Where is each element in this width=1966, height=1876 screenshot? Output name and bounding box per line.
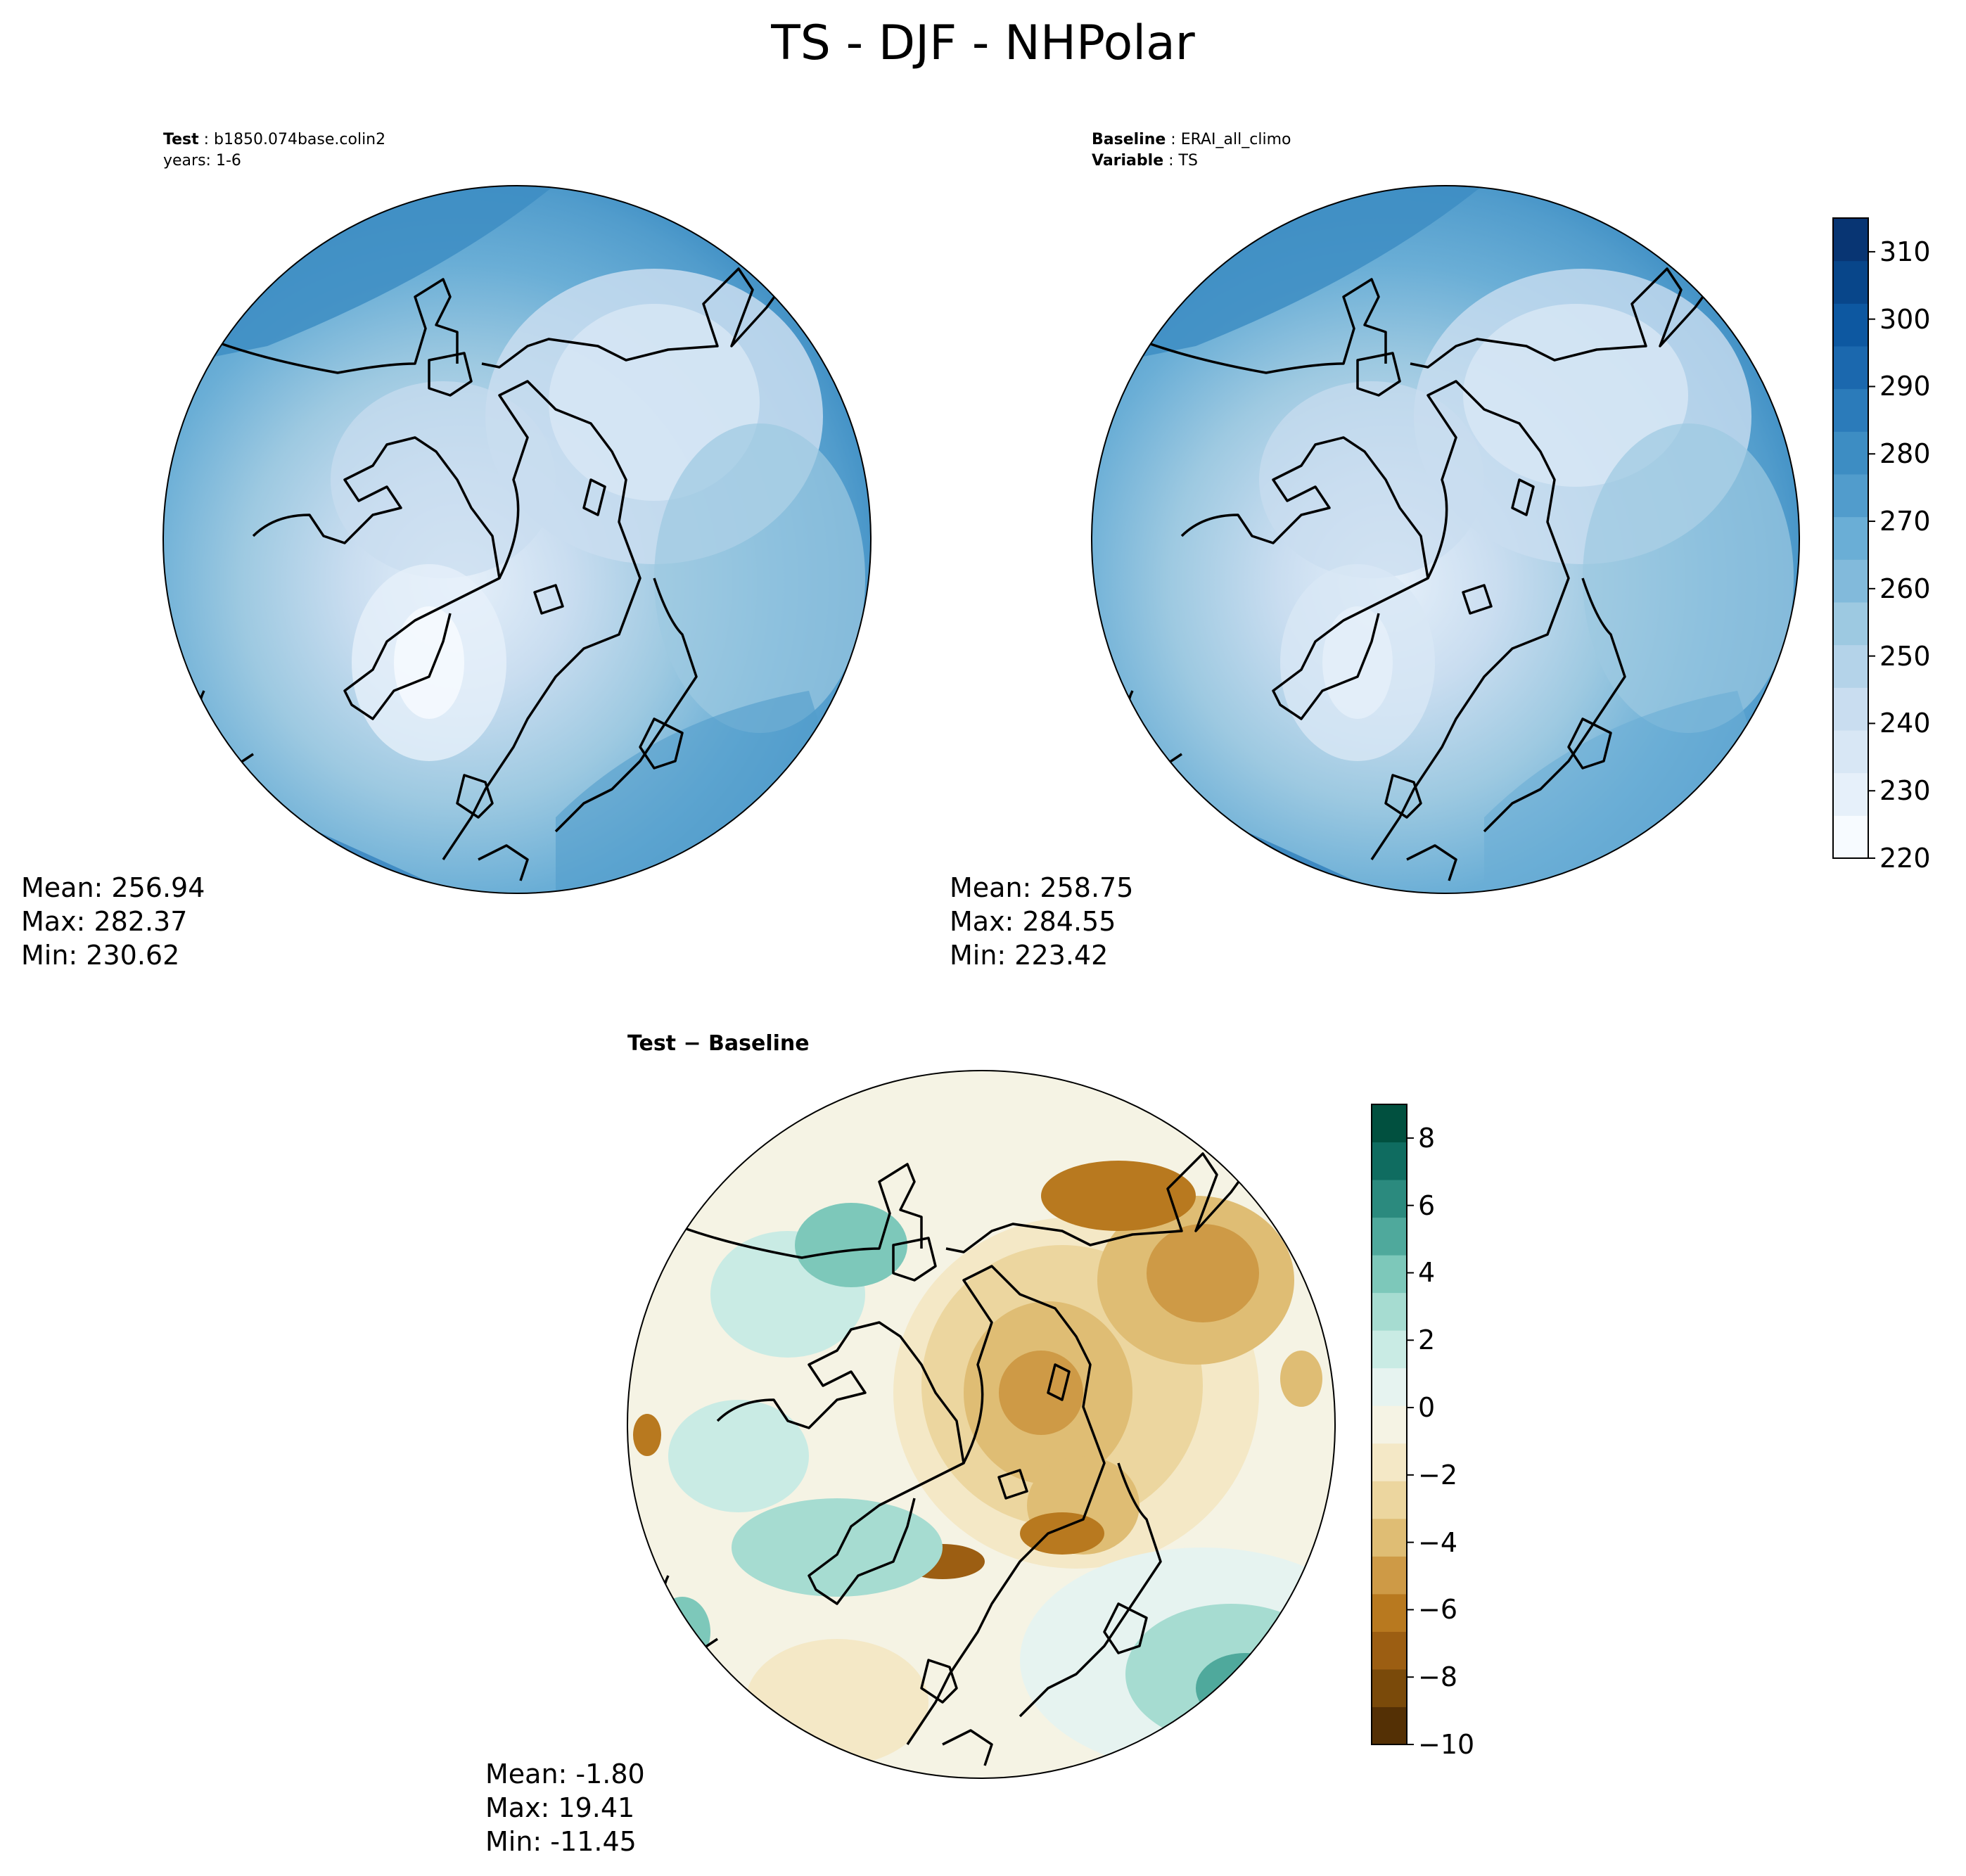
test-min: Min: 230.62 (21, 940, 180, 971)
colorbar-segment (1833, 602, 1868, 646)
test-mean: Mean: 256.94 (21, 872, 205, 903)
baseline-header-key: Baseline (1092, 131, 1166, 148)
colorbar-tick-label: −8 (1418, 1661, 1458, 1693)
colorbar-border (1832, 217, 1869, 859)
difference-colorbar (1371, 1104, 1414, 1745)
colorbar-tick-label: −2 (1418, 1459, 1458, 1491)
colorbar-tick-label: −4 (1418, 1526, 1458, 1558)
colorbar-tick-label: 0 (1418, 1392, 1436, 1424)
diff-header: Test − Baseline (627, 1031, 810, 1056)
colorbar-segment (1833, 260, 1868, 304)
figure-title: TS - DJF - NHPolar (771, 15, 1195, 71)
colorbar-tick-label: 310 (1879, 236, 1931, 267)
colorbar-tick-label: 220 (1879, 843, 1931, 874)
baseline-max: Max: 284.55 (950, 906, 1116, 937)
colorbar-segment (1833, 730, 1868, 774)
colorbar-tick-label: 290 (1879, 371, 1931, 402)
colorbar-segment (1372, 1706, 1407, 1745)
colorbar-segment (1372, 1405, 1407, 1444)
colorbar-segment (1372, 1180, 1407, 1218)
colorbar-tick-label: 230 (1879, 775, 1931, 807)
diff-stats: Mean: -1.80 Max: 19.41 Min: -11.45 (485, 1757, 645, 1858)
colorbar-segment (1372, 1518, 1407, 1557)
colorbar-segment (1372, 1556, 1407, 1595)
baseline-mean: Mean: 258.75 (950, 872, 1134, 903)
colorbar-segment (1833, 218, 1868, 262)
baseline-variable-value: TS (1178, 152, 1198, 170)
colorbar-segment (1372, 1481, 1407, 1519)
colorbar-tick-label: 270 (1879, 506, 1931, 537)
diff-max: Max: 19.41 (485, 1792, 635, 1823)
colorbar-segment (1833, 687, 1868, 731)
colorbar-segment (1833, 303, 1868, 347)
test-years: years: 1-6 (163, 152, 241, 170)
colorbar-tick-label: 280 (1879, 438, 1931, 470)
colorbar-tick-label: 8 (1418, 1122, 1436, 1154)
colorbar-tick-label: −6 (1418, 1594, 1458, 1626)
colorbar-tick-label: 2 (1418, 1325, 1436, 1356)
test-stats: Mean: 256.94 Max: 282.37 Min: 230.62 (21, 871, 205, 972)
test-header-key: Test (163, 131, 199, 148)
diff-mean: Mean: -1.80 (485, 1759, 645, 1789)
baseline-header-value: ERAI_all_climo (1180, 131, 1291, 148)
colorbar-segment (1372, 1668, 1407, 1707)
colorbar-tick-label: 260 (1879, 573, 1931, 604)
colorbar-segment (1372, 1292, 1407, 1331)
colorbar-segment (1833, 388, 1868, 432)
colorbar-segment (1372, 1330, 1407, 1369)
colorbar-tick-label: 300 (1879, 303, 1931, 335)
colorbar-tick-label: 6 (1418, 1189, 1436, 1221)
baseline-variable-key: Variable (1092, 152, 1164, 170)
colorbar-tick-label: 4 (1418, 1257, 1436, 1289)
colorbar-segment (1833, 815, 1868, 859)
colorbar-segment (1833, 346, 1868, 390)
baseline-stats: Mean: 258.75 Max: 284.55 Min: 223.42 (950, 871, 1133, 972)
colorbar-tick-label: −10 (1418, 1729, 1475, 1760)
test-max: Max: 282.37 (21, 906, 188, 937)
colorbar-segment (1372, 1217, 1407, 1256)
colorbar-segment (1833, 431, 1868, 475)
colorbar-segment (1833, 644, 1868, 688)
test-header: Test : b1850.074base.colin2 years: 1-6 (163, 131, 386, 170)
colorbar-segment (1372, 1104, 1407, 1143)
colorbar-segment (1833, 516, 1868, 560)
colorbar-segment (1372, 1142, 1407, 1180)
colorbar-segment (1372, 1443, 1407, 1481)
colorbar-segment (1372, 1367, 1407, 1406)
colorbar-segment (1833, 559, 1868, 603)
baseline-min: Min: 223.42 (950, 940, 1109, 971)
colorbar-segment (1833, 474, 1868, 518)
colorbar-segment (1372, 1255, 1407, 1294)
colorbar-segment (1372, 1593, 1407, 1632)
colorbar-segment (1833, 772, 1868, 816)
test-header-value: b1850.074base.colin2 (214, 131, 386, 148)
test-polar-map (162, 185, 872, 894)
colorbar-tick-label: 240 (1879, 708, 1931, 739)
baseline-header: Baseline : ERAI_all_climo Variable : TS (1092, 131, 1291, 170)
temperature-colorbar (1832, 217, 1875, 859)
colorbar-segment (1372, 1631, 1407, 1670)
baseline-polar-map (1091, 185, 1800, 894)
colorbar-border (1371, 1104, 1408, 1745)
diff-min: Min: -11.45 (485, 1826, 637, 1857)
diff-polar-map (627, 1070, 1336, 1779)
colorbar-tick-label: 250 (1879, 640, 1931, 672)
